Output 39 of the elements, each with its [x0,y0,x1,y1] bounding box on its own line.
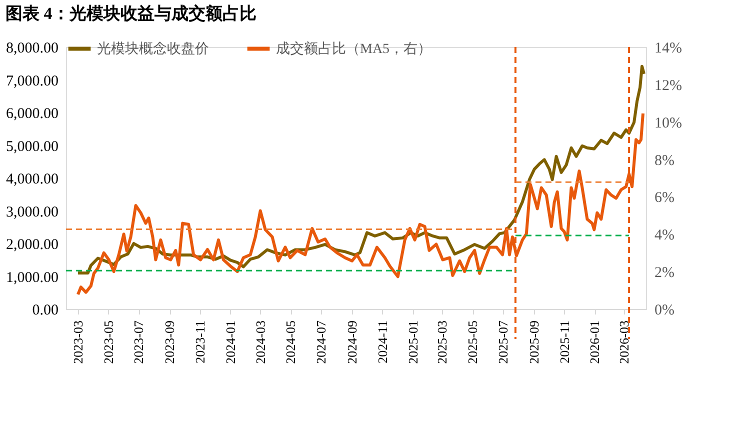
x-tick-label: 2024-09 [344,320,360,364]
x-tick-label: 2023-11 [192,320,208,364]
x-tick-label: 2024-05 [283,320,298,364]
y-tick-label: 5,000.00 [6,138,58,155]
x-tick-label: 2024-11 [374,320,390,364]
x-tick-label: 2024-07 [314,320,329,364]
x-tick-label: 2026-03 [616,320,632,364]
x-tick-label: 2025-03 [434,320,450,364]
y2-tick-label: 10% [654,115,682,132]
legend-label: 成交额占比（MA5，右） [276,40,432,57]
x-tick-label: 2025-11 [556,320,572,364]
y2-tick-label: 6% [654,190,674,206]
y2-tick-label: 0% [654,302,674,318]
y-tick-label: 0.00 [32,302,58,318]
x-tick-label: 2025-01 [405,320,420,364]
y2-tick-label: 4% [654,228,674,244]
x-tick-label: 2023-07 [131,320,146,364]
y-tick-label: 1,000.00 [6,270,58,286]
y-tick-label: 4,000.00 [6,172,58,188]
x-tick-label: 2023-09 [162,320,178,364]
x-tick-label: 2023-05 [100,320,116,364]
x-tick-label: 2026-01 [587,320,602,364]
x-tick-label: 2024-03 [252,320,268,364]
x-tick-label: 2025-05 [465,320,480,364]
x-tick-label: 2024-01 [222,320,238,364]
y2-tick-label: 12% [654,78,682,94]
y-tick-label: 7,000.00 [6,73,58,90]
y2-tick-label: 14% [654,40,682,56]
y2-tick-label: 8% [654,152,674,169]
legend-label: 光模块概念收盘价 [97,40,209,57]
y-tick-label: 3,000.00 [6,204,58,220]
y-tick-label: 6,000.00 [6,106,58,122]
chart-title: 图表 4：光模块收益与成交额占比 [6,4,256,23]
x-tick-label: 2025-07 [495,320,510,364]
x-tick-label: 2023-03 [70,320,86,364]
y-tick-label: 8,000.00 [6,40,58,56]
y2-tick-label: 2% [654,265,674,282]
y-tick-label: 2,000.00 [6,237,58,253]
x-tick-label: 2025-09 [526,320,542,364]
